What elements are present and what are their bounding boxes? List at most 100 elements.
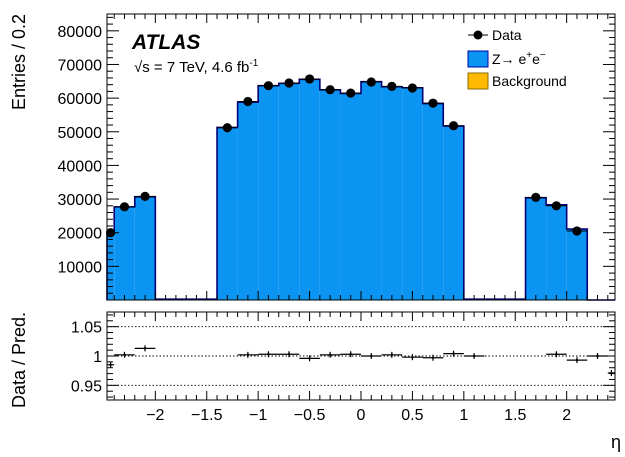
signal-bar xyxy=(278,83,300,300)
ratio-y-tick-labels: 0.95 1 1.05 xyxy=(71,320,102,396)
x-tick-label: −1 xyxy=(249,407,267,424)
ratio-y-axis-label: Data / Pred. xyxy=(9,312,29,408)
data-point xyxy=(243,96,253,107)
x-tick-label: −0.5 xyxy=(294,407,326,424)
main-y-tick-label: 70000 xyxy=(58,57,103,74)
ratio-point xyxy=(555,353,558,356)
legend-signal-base: Z→ e xyxy=(492,51,526,67)
experiment-label: ATLAS xyxy=(131,31,200,54)
legend-data-marker xyxy=(473,30,483,40)
data-point xyxy=(387,81,397,91)
signal-bar xyxy=(525,197,547,300)
main-y-tick-labels: 10000 20000 30000 40000 50000 60000 70000 80000 xyxy=(58,24,103,277)
ratio-axis-ticks xyxy=(107,312,615,400)
legend-background-label: Background xyxy=(492,73,567,89)
main-axis-ticks xyxy=(107,14,615,301)
signal-bar xyxy=(217,127,238,300)
signal-bar xyxy=(237,102,259,300)
main-y-tick-label: 30000 xyxy=(58,192,103,209)
data-point xyxy=(263,81,274,91)
ratio-point xyxy=(143,347,147,350)
ratio-point xyxy=(349,353,352,356)
data-point xyxy=(572,226,582,236)
data-point xyxy=(119,202,130,212)
ratio-point xyxy=(267,353,270,356)
data-point xyxy=(325,85,335,95)
main-y-tick-label: 40000 xyxy=(58,158,103,175)
ratio-point xyxy=(411,355,414,359)
main-y-tick-label: 20000 xyxy=(58,226,103,243)
ratio-point xyxy=(246,353,250,357)
x-axis-label: η xyxy=(611,432,621,452)
data-point xyxy=(407,83,418,93)
legend-item-data: Data xyxy=(468,27,522,43)
legend-background-swatch xyxy=(467,72,489,90)
data-points xyxy=(105,74,588,238)
ratio-point xyxy=(452,352,455,355)
signal-bar xyxy=(107,231,115,300)
x-tick-label: 1.5 xyxy=(504,407,526,424)
signal-bar xyxy=(566,229,588,300)
legend: Data Z→ e+e− Background xyxy=(467,27,567,90)
data-point xyxy=(448,121,459,131)
main-y-tick-label: 60000 xyxy=(58,91,103,108)
x-tick-labels: −2 −1.5 −1 −0.5 0 0.5 1 1.5 2 xyxy=(146,407,571,424)
ratio-plot-panel: 0.95 1 1.05 −2 −1.5 −1 −0.5 0 0.5 1 1.5 2 Data / P… xyxy=(9,311,621,452)
ratio-plot-frame xyxy=(106,311,616,401)
ratio-reference-lines xyxy=(107,326,615,386)
legend-signal-sup2: − xyxy=(540,50,546,61)
main-y-tick-label: 50000 xyxy=(58,125,103,142)
ratio-points xyxy=(107,345,615,377)
energy-label: √s = 7 TeV, 4.6 fb-1 xyxy=(134,58,259,76)
legend-item-background: Background xyxy=(467,72,567,90)
x-tick-label: −1.5 xyxy=(191,407,223,424)
ratio-point xyxy=(390,353,394,357)
ratio-y-tick-label: 1.05 xyxy=(71,320,102,337)
signal-bar xyxy=(381,86,403,300)
data-point xyxy=(140,191,150,201)
signal-bar xyxy=(443,126,464,300)
ratio-point xyxy=(472,354,476,358)
signal-bar xyxy=(258,85,279,300)
legend-signal-label: Z→ e+e− xyxy=(492,50,546,67)
ratio-point xyxy=(575,358,579,362)
signal-bar xyxy=(114,206,135,300)
x-tick-label: 0 xyxy=(357,407,366,424)
main-y-tick-label: 10000 xyxy=(58,259,103,276)
ratio-point xyxy=(431,356,435,359)
data-point xyxy=(346,88,356,98)
ratio-point xyxy=(596,354,599,358)
histogram-bars xyxy=(106,78,615,301)
legend-signal-mid: e xyxy=(532,51,540,67)
signal-bar xyxy=(422,103,444,300)
data-point xyxy=(551,201,561,211)
signal-bar xyxy=(546,204,567,300)
main-y-tick-label: 80000 xyxy=(58,24,103,41)
main-y-axis-label: Entries / 0.2 xyxy=(9,14,29,110)
x-tick-label: 0.5 xyxy=(401,407,423,424)
x-tick-label: 1 xyxy=(459,407,468,424)
ratio-point xyxy=(287,353,291,356)
ratio-y-tick-label: 1 xyxy=(93,349,102,366)
legend-signal-swatch xyxy=(467,50,489,68)
legend-item-signal: Z→ e+e− xyxy=(467,50,546,68)
data-point xyxy=(366,77,376,87)
ratio-point xyxy=(370,354,373,358)
main-plot-panel: 10000 20000 30000 40000 50000 60000 70000 80000… xyxy=(9,13,616,301)
x-tick-label: −2 xyxy=(146,407,164,424)
signal-bar xyxy=(402,87,423,300)
ratio-point xyxy=(109,363,112,366)
legend-data-label: Data xyxy=(492,27,522,43)
main-plot-frame xyxy=(106,13,616,301)
signal-bar xyxy=(319,89,341,300)
data-point xyxy=(222,123,232,133)
lumi-exponent: -1 xyxy=(249,58,258,69)
legend-signal-sup1: + xyxy=(526,50,532,61)
ratio-point xyxy=(308,357,311,360)
data-point xyxy=(531,192,541,202)
data-point xyxy=(428,98,438,108)
signal-bar xyxy=(299,79,320,300)
sqrt-s-symbol: √s xyxy=(134,59,150,76)
energy-lumi-text: = 7 TeV, 4.6 fb xyxy=(150,59,250,76)
